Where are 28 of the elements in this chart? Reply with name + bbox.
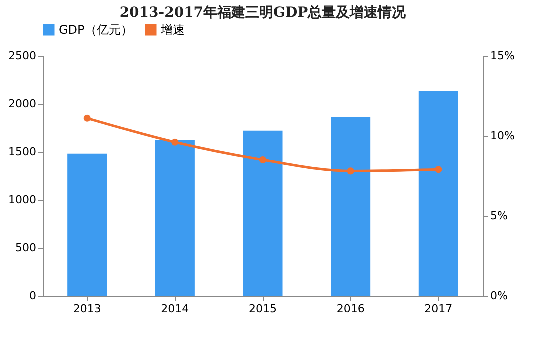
point	[259, 156, 267, 164]
bar	[243, 130, 283, 296]
point	[347, 168, 354, 175]
y-tick-label: 500	[16, 242, 36, 254]
point	[84, 114, 91, 122]
x-tick-label: 2016	[336, 302, 365, 316]
x-tick-label: 2017	[424, 302, 453, 316]
x-tick-label: 2014	[161, 302, 190, 316]
y2-tick-label: 10%	[490, 130, 515, 142]
y2-tick-label: 15%	[490, 50, 515, 62]
bar	[155, 140, 195, 296]
bar	[418, 92, 458, 296]
point	[435, 166, 442, 174]
y2-tick-label: 0%	[490, 290, 508, 302]
x-tick-label: 2013	[73, 302, 102, 316]
y-tick-label: 1000	[8, 194, 36, 206]
bar	[331, 117, 371, 296]
y-tick-label: 1500	[8, 146, 36, 158]
bar	[68, 154, 108, 296]
chart-title: 2013-2017年福建三明GDP总量及增速情况	[120, 4, 408, 21]
point	[172, 138, 179, 146]
y-tick-label: 2000	[8, 98, 36, 110]
y-tick-label: 2500	[8, 50, 36, 62]
y-tick-label: 0	[30, 290, 36, 302]
y2-tick-label: 5%	[490, 210, 508, 222]
legend-label: 增速	[160, 23, 185, 37]
x-tick-label: 2015	[249, 302, 277, 316]
legend-label: GDP（亿元）	[59, 23, 133, 37]
